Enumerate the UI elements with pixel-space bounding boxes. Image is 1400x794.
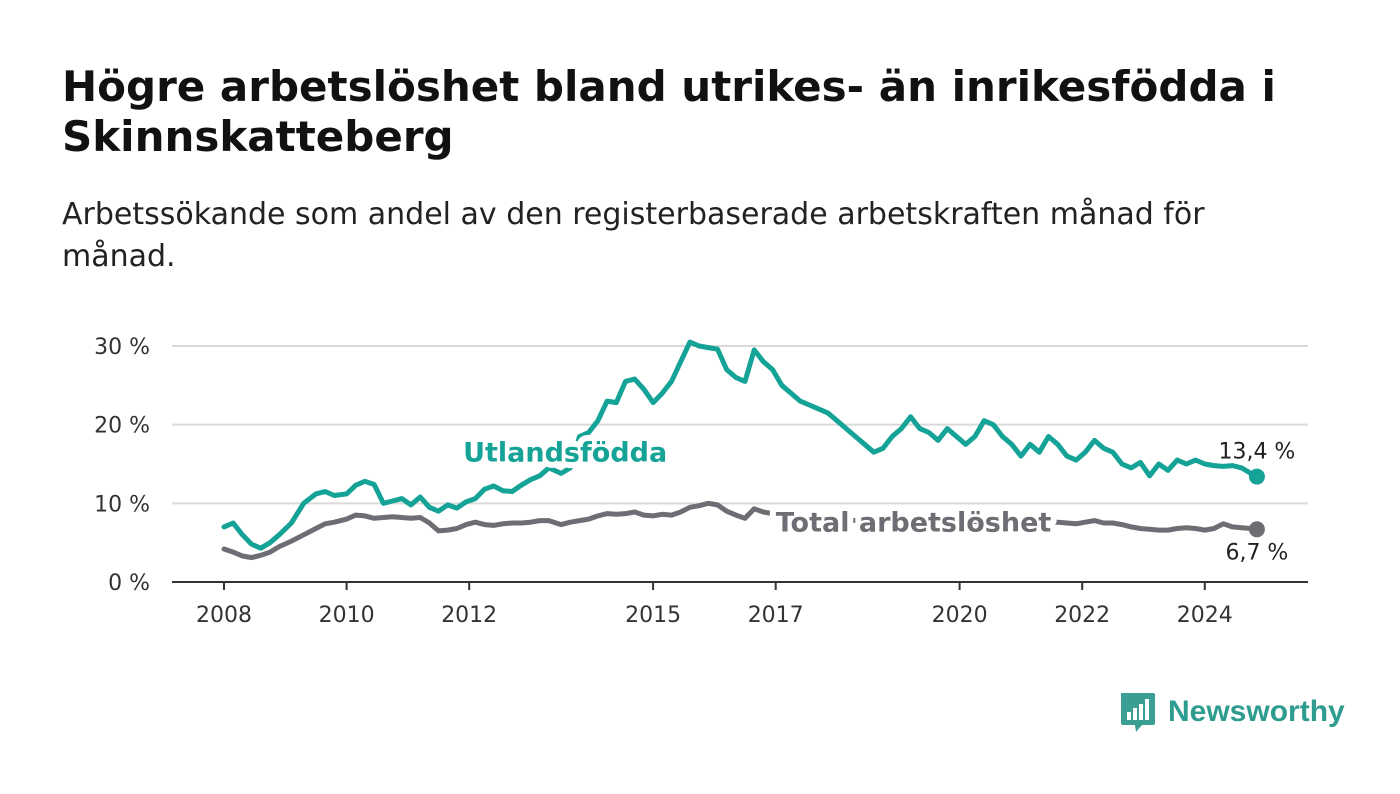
y-tick-label: 10 %	[94, 492, 150, 517]
series-label-halo-0: Utlandsfödda	[463, 438, 667, 469]
series-label-halo-1: Total arbetslöshet	[776, 508, 1052, 539]
x-tick-label: 2017	[748, 603, 804, 628]
y-axis-ticks: 0 % 10 % 20 % 30 %	[94, 335, 150, 596]
x-tick-label: 2008	[196, 603, 252, 628]
newsworthy-logo-icon	[1121, 693, 1155, 732]
series-end-marker-0	[1248, 468, 1265, 485]
series-end-label-1: 6,7 %	[1225, 540, 1288, 565]
x-tick-label: 2010	[319, 603, 375, 628]
x-tick-label: 2022	[1054, 603, 1110, 628]
series-end-markers	[1248, 468, 1265, 538]
x-tick-label: 2015	[625, 603, 681, 628]
series-name-label-0: Utlandsfödda	[463, 438, 667, 469]
x-tick-label: 2020	[932, 603, 988, 628]
series-line-0	[221, 339, 1260, 551]
series-end-label-0: 13,4 %	[1218, 440, 1295, 465]
series-lines	[221, 339, 1260, 561]
series-labels: 13,4 %6,7 %UtlandsföddaUtlandsföddaTotal…	[457, 432, 1295, 566]
x-axis-ticks: 2008 2010 2012 2015 2017 2020 2022 2024	[196, 582, 1233, 628]
y-tick-label: 0 %	[108, 571, 150, 596]
y-tick-label: 20 %	[94, 414, 150, 439]
x-tick-label: 2012	[441, 603, 497, 628]
line-chart: 0 % 10 % 20 % 30 % 2008 2010 2012 2015 2017 2020…	[94, 335, 1308, 628]
series-name-label-1: Total arbetslöshet	[776, 508, 1052, 539]
chart-subtitle: Arbetssökande som andel av den registerb…	[62, 197, 1205, 274]
grid-lines	[172, 345, 1308, 505]
newsworthy-brand: Newsworthy	[1118, 690, 1345, 734]
brand-name: Newsworthy	[1168, 695, 1345, 728]
series-end-marker-1	[1248, 521, 1265, 538]
y-tick-label: 30 %	[94, 335, 150, 360]
chart-title: Högre arbetslöshet bland utrikes- än inr…	[62, 62, 1276, 161]
x-tick-label: 2024	[1177, 603, 1233, 628]
series-line-1	[221, 500, 1260, 561]
